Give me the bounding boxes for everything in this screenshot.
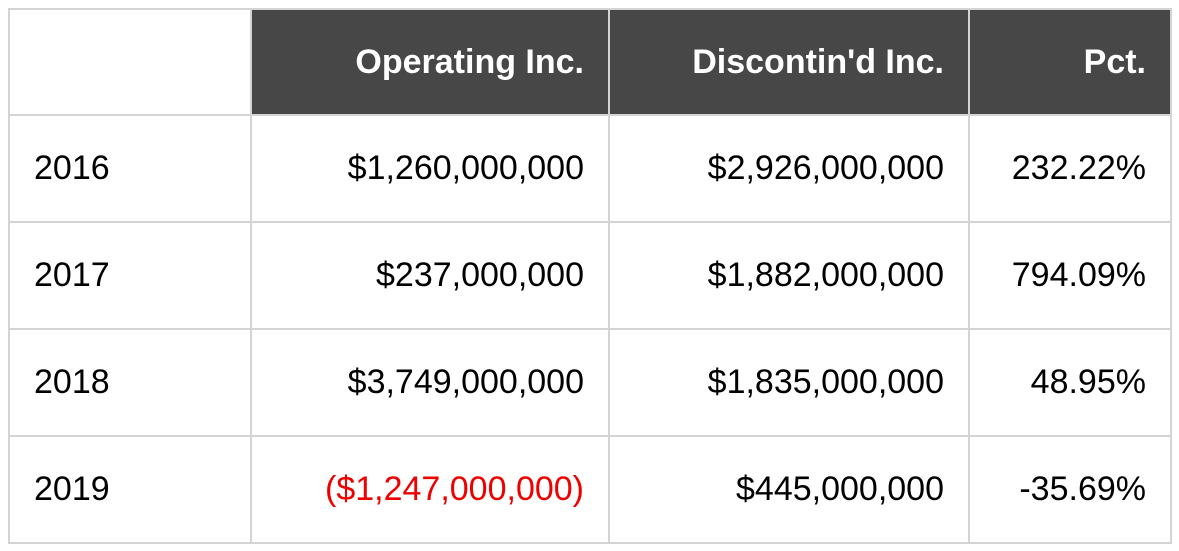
- discontinued-income-cell: $445,000,000: [608, 435, 970, 544]
- operating-income-cell: $1,260,000,000: [250, 114, 610, 223]
- header-operating-income: Operating Inc.: [250, 8, 610, 116]
- discontinued-income-cell: $2,926,000,000: [608, 114, 970, 223]
- header-discontinued-income: Discontin'd Inc.: [608, 8, 970, 116]
- header-row: Operating Inc. Discontin'd Inc. Pct.: [8, 8, 1172, 116]
- operating-income-cell-negative: ($1,247,000,000): [250, 435, 610, 544]
- discontinued-income-cell: $1,882,000,000: [608, 221, 970, 330]
- operating-income-cell: $237,000,000: [250, 221, 610, 330]
- table-row: 2017 $237,000,000 $1,882,000,000 794.09%: [8, 221, 1172, 330]
- year-cell: 2018: [8, 328, 252, 437]
- operating-income-cell: $3,749,000,000: [250, 328, 610, 437]
- percent-cell: 48.95%: [968, 328, 1172, 437]
- financial-table: Operating Inc. Discontin'd Inc. Pct. 201…: [8, 8, 1172, 544]
- percent-cell: -35.69%: [968, 435, 1172, 544]
- table-row: 2019 ($1,247,000,000) $445,000,000 -35.6…: [8, 435, 1172, 544]
- table-row: 2016 $1,260,000,000 $2,926,000,000 232.2…: [8, 114, 1172, 223]
- percent-cell: 794.09%: [968, 221, 1172, 330]
- header-corner: [8, 8, 252, 116]
- table-row: 2018 $3,749,000,000 $1,835,000,000 48.95…: [8, 328, 1172, 437]
- discontinued-income-cell: $1,835,000,000: [608, 328, 970, 437]
- percent-cell: 232.22%: [968, 114, 1172, 223]
- year-cell: 2019: [8, 435, 252, 544]
- year-cell: 2016: [8, 114, 252, 223]
- year-cell: 2017: [8, 221, 252, 330]
- header-percent: Pct.: [968, 8, 1172, 116]
